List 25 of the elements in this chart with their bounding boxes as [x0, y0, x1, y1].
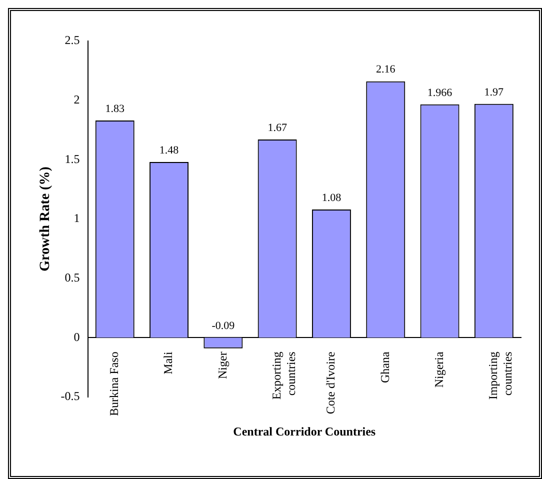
y-tick-label: 1.5	[64, 152, 80, 166]
x-tick-label: Mali	[161, 351, 176, 374]
y-axis-title: Growth Rate (%)	[38, 166, 54, 272]
x-axis-title: Central Corridor Countries	[233, 424, 376, 438]
x-tick-label: Importing countries	[486, 351, 514, 400]
data-label: 1.966	[427, 86, 453, 99]
data-label: -0.09	[212, 320, 236, 332]
y-tick-label: 0.5	[64, 270, 80, 284]
x-tick-label: Niger	[215, 352, 230, 379]
y-tick-label: 0	[74, 330, 80, 344]
y-tick-label: -0.5	[60, 389, 80, 404]
data-label: 1.83	[105, 102, 125, 115]
y-tick-label: 2	[74, 92, 80, 106]
data-label: 2.16	[376, 64, 396, 76]
y-tick-label: 2.5	[64, 33, 80, 48]
data-label: 1.08	[322, 192, 342, 204]
y-tick-label: 1	[74, 211, 80, 226]
data-label: 1.67	[268, 122, 288, 134]
x-tick-label: Burkina Faso	[107, 352, 122, 416]
x-tick-label: Nigeria	[432, 350, 446, 388]
data-label: 1.48	[159, 144, 180, 156]
data-label: 1.97	[484, 86, 504, 98]
x-tick-label: Cote d'Ivoire	[324, 352, 338, 414]
x-tick-label: Ghana	[378, 351, 392, 383]
x-tick-label: Exporting countries	[269, 351, 298, 400]
